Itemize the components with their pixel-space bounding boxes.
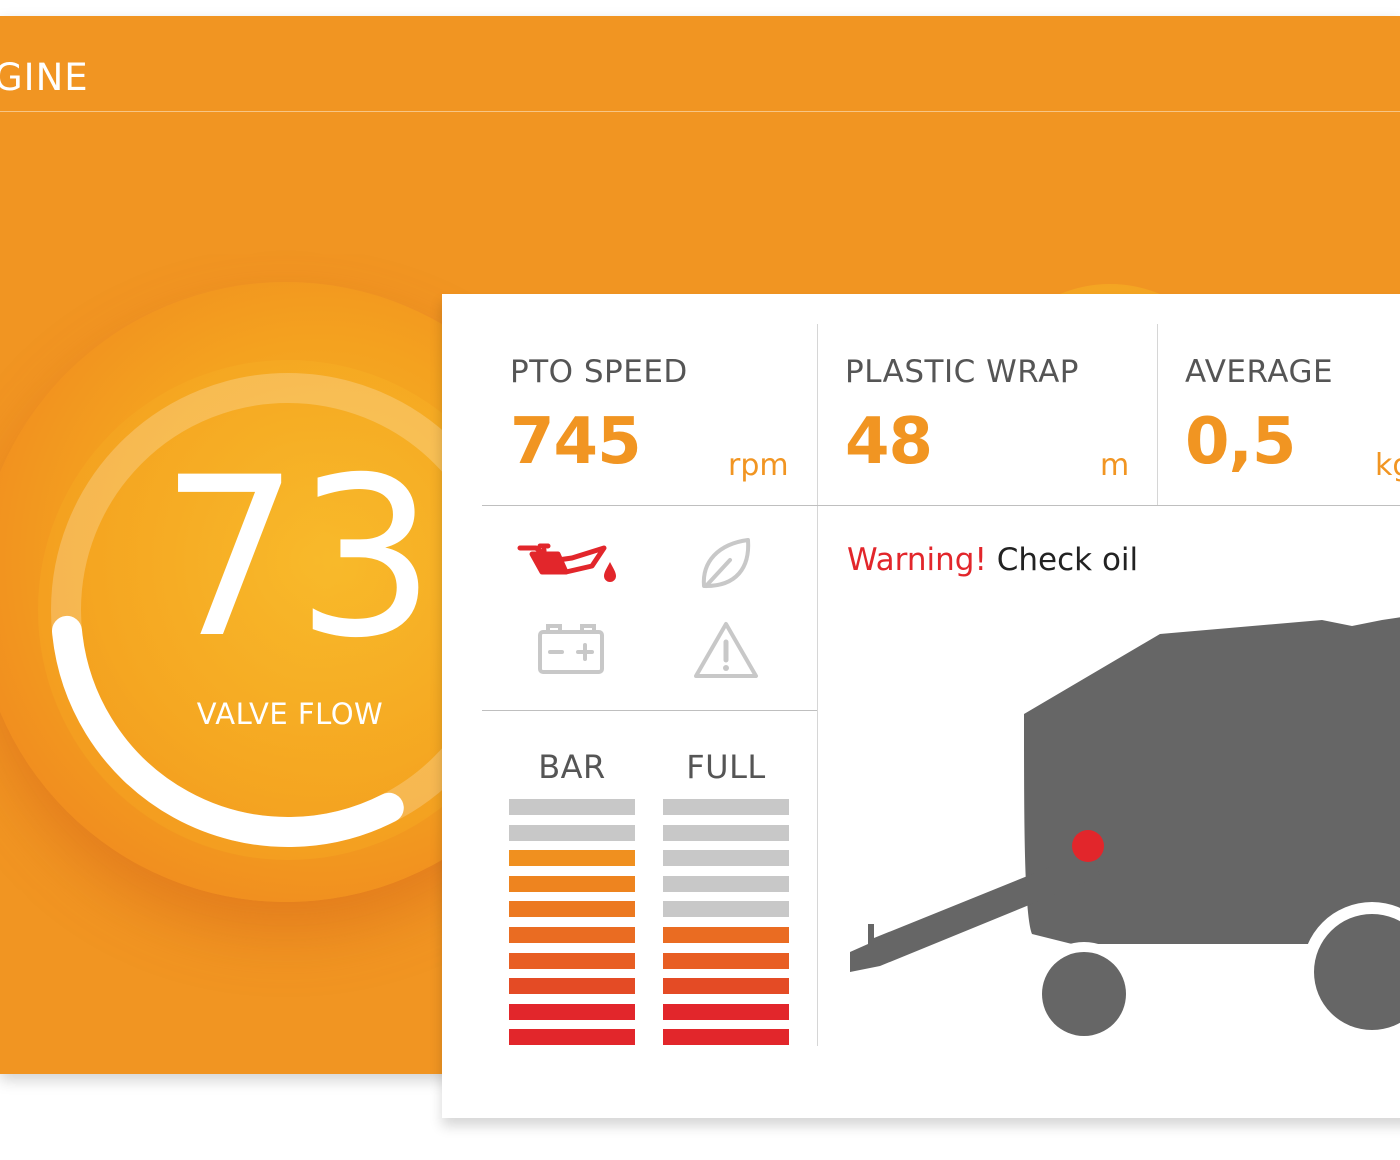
status-card: PTO SPEED 745 rpm PLASTIC WRAP 48 m AVER… [442,294,1400,1118]
metric-label: PLASTIC WRAP [845,354,1079,390]
oil-point-marker [1072,830,1104,862]
metric-value: 745 [510,405,642,479]
level-segment [509,850,635,867]
metric-pto-speed: PTO SPEED [510,354,790,504]
level-segment [663,952,789,969]
gauge-value: 73 [160,430,436,686]
level-segment [509,978,635,995]
metric-unit: kg [1375,448,1400,483]
level-segment [509,824,635,841]
metric-average: AVERAGE [1185,354,1385,504]
warning-triangle-icon [694,622,758,678]
metric-unit: m [1100,448,1130,483]
level-segment [663,875,789,892]
level-segment [509,875,635,892]
level-segment [663,850,789,867]
metric-plastic-wrap: PLASTIC WRAP [845,354,1145,504]
leaf-icon [701,538,751,588]
level-meter-full [663,799,789,1049]
metric-unit: rpm [728,448,789,483]
level-meter-bar [509,799,635,1049]
battery-icon [538,624,604,674]
divider [1157,324,1158,506]
level-segment [663,1003,789,1020]
level-segment [663,927,789,943]
level-segment [663,978,789,995]
level-label-full: FULL [686,748,766,786]
metric-label: PTO SPEED [510,354,688,390]
warning-text: Check oil [996,542,1139,578]
level-segment [509,1003,635,1020]
divider [817,324,818,506]
divider [817,506,818,1046]
panel-title: GINE [0,56,89,99]
gauge-progress-arc [51,615,404,847]
level-segment [663,799,789,815]
level-segment [509,952,635,969]
level-segment [509,799,635,815]
metric-label: AVERAGE [1185,354,1334,390]
divider [482,710,817,711]
warning-prefix: Warning! [847,542,987,578]
metric-value: 48 [845,405,933,479]
level-segment [663,824,789,841]
level-segment [663,1029,789,1046]
level-label-bar: BAR [538,748,606,786]
level-segment [509,927,635,943]
oil-can-icon [517,543,616,582]
gauge-label: VALVE FLOW [196,697,384,731]
divider [482,505,1400,506]
level-segment [509,1029,635,1046]
level-segment [509,901,635,918]
baler-machine-illustration [850,617,1400,1046]
level-segment [663,901,789,918]
title-divider [0,111,1400,112]
warning-message: Warning! Check oil [847,542,1138,578]
metric-value: 0,5 [1185,405,1296,479]
